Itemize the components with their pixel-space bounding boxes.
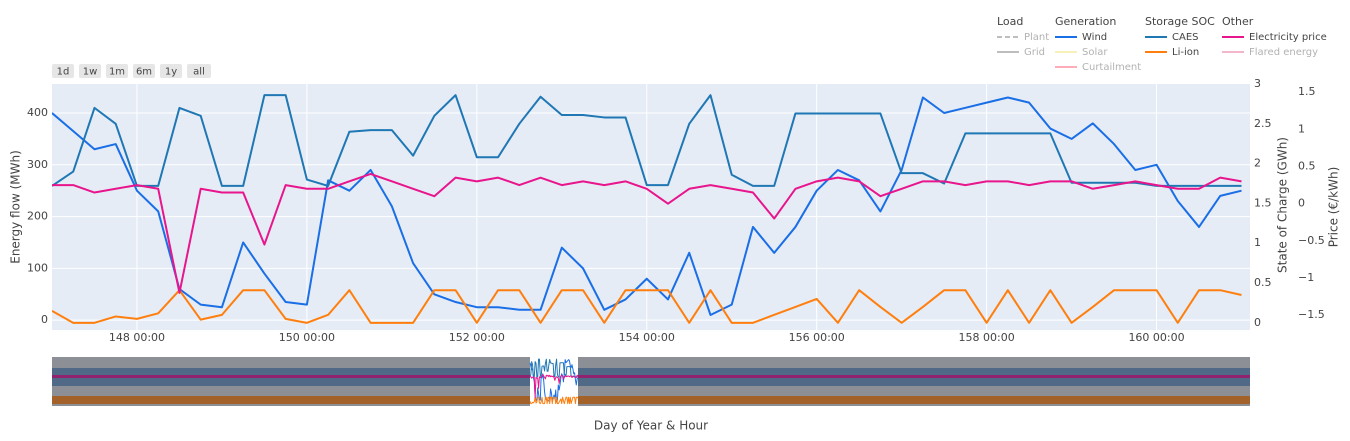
range-button-bg: [52, 64, 74, 78]
range-button-label: 1d: [57, 67, 70, 78]
y3-tick-label: −1.5: [1298, 308, 1325, 321]
y2-tick-label: 2.5: [1254, 117, 1272, 130]
y3-tick-label: 0: [1298, 197, 1305, 210]
legend-label: Flared energy: [1249, 47, 1318, 58]
legend-label: Electricity price: [1249, 32, 1327, 43]
y-tick-label: 200: [27, 210, 48, 223]
series-line: [52, 172, 1242, 294]
x-tick-label: 160 00:00: [1128, 331, 1184, 344]
range-button[interactable]: 6m: [133, 64, 155, 78]
range-button-label: all: [193, 67, 205, 78]
range-button-label: 1y: [165, 67, 177, 78]
range-slider[interactable]: [52, 357, 1250, 406]
y-tick-label: 0: [41, 313, 48, 326]
y3-tick-label: −1: [1298, 271, 1314, 284]
y-tick-label: 400: [27, 106, 48, 119]
legend-label: Li-ion: [1172, 47, 1199, 58]
slider-band: [52, 396, 1250, 404]
legend-item[interactable]: Flared energy: [1222, 47, 1318, 58]
legend-label: Plant: [1024, 32, 1049, 43]
x-tick-label: 150 00:00: [279, 331, 335, 344]
y-tick-label: 100: [27, 261, 48, 274]
y2-tick-label: 3: [1254, 77, 1261, 90]
range-button-bg: [187, 64, 211, 78]
range-button-bg: [160, 64, 182, 78]
range-button[interactable]: 1w: [79, 64, 101, 78]
legend-group-title: Storage SOC: [1145, 15, 1215, 28]
x-tick-label: 154 00:00: [619, 331, 675, 344]
series-line: [530, 374, 579, 399]
y-axis-title: Energy flow (MWh): [9, 150, 23, 264]
y3-tick-label: 1.5: [1298, 85, 1316, 98]
y3-tick-label: −0.5: [1298, 234, 1325, 247]
y3-tick-label: 0.5: [1298, 159, 1316, 172]
series-line: [529, 396, 579, 405]
legend-label: Solar: [1082, 47, 1108, 58]
series-line: [52, 289, 1242, 324]
range-button-bg: [106, 64, 128, 78]
legend-item[interactable]: Grid: [997, 47, 1045, 58]
y3-tick-label: 1: [1298, 122, 1305, 135]
range-button-label: 1m: [109, 67, 125, 78]
legend-label: Grid: [1024, 47, 1045, 58]
range-button-bg: [79, 64, 101, 78]
series-line: [529, 359, 579, 403]
range-button-label: 1w: [83, 67, 98, 78]
legend-label: Curtailment: [1082, 62, 1141, 73]
legend-group-title: Generation: [1055, 15, 1116, 28]
y3-axis-title: Price (€/kWh): [1327, 167, 1341, 248]
y2-tick-label: 0.5: [1254, 276, 1272, 289]
legend-label: Wind: [1082, 32, 1107, 43]
x-tick-label: 148 00:00: [109, 331, 165, 344]
y2-tick-label: 1.5: [1254, 196, 1272, 209]
range-button[interactable]: 1m: [106, 64, 128, 78]
legend-group-title: Other: [1222, 15, 1254, 28]
x-tick-label: 156 00:00: [789, 331, 845, 344]
x-tick-label: 152 00:00: [449, 331, 505, 344]
plot-area: [52, 84, 1250, 330]
series-line: [52, 94, 1242, 187]
legend-item[interactable]: Wind: [1055, 32, 1107, 43]
plot-lines: [52, 94, 1242, 324]
grid: [52, 84, 1250, 330]
legend-item[interactable]: Solar: [1055, 47, 1108, 58]
legend-item[interactable]: Plant: [997, 32, 1049, 43]
legend-item[interactable]: Curtailment: [1055, 62, 1141, 73]
legend-group-title: Load: [997, 15, 1023, 28]
y2-tick-label: 2: [1254, 157, 1261, 170]
range-button[interactable]: 1d: [52, 64, 74, 78]
legend-item[interactable]: Electricity price: [1222, 32, 1327, 43]
legend-item[interactable]: CAES: [1145, 32, 1199, 43]
legend-label: CAES: [1172, 32, 1199, 43]
range-button-bg: [133, 64, 155, 78]
x-tick-label: 158 00:00: [959, 331, 1015, 344]
slider-band: [52, 375, 1250, 378]
y2-tick-label: 0: [1254, 316, 1261, 329]
y2-axis-title: State of Charge (GWh): [1276, 137, 1290, 273]
series-line: [52, 96, 1242, 316]
y2-tick-label: 1: [1254, 236, 1261, 249]
range-button-label: 6m: [136, 67, 152, 78]
legend-item[interactable]: Li-ion: [1145, 47, 1199, 58]
y-tick-label: 300: [27, 158, 48, 171]
range-button[interactable]: all: [187, 64, 211, 78]
range-button[interactable]: 1y: [160, 64, 182, 78]
x-axis-title: Day of Year & Hour: [594, 419, 708, 433]
